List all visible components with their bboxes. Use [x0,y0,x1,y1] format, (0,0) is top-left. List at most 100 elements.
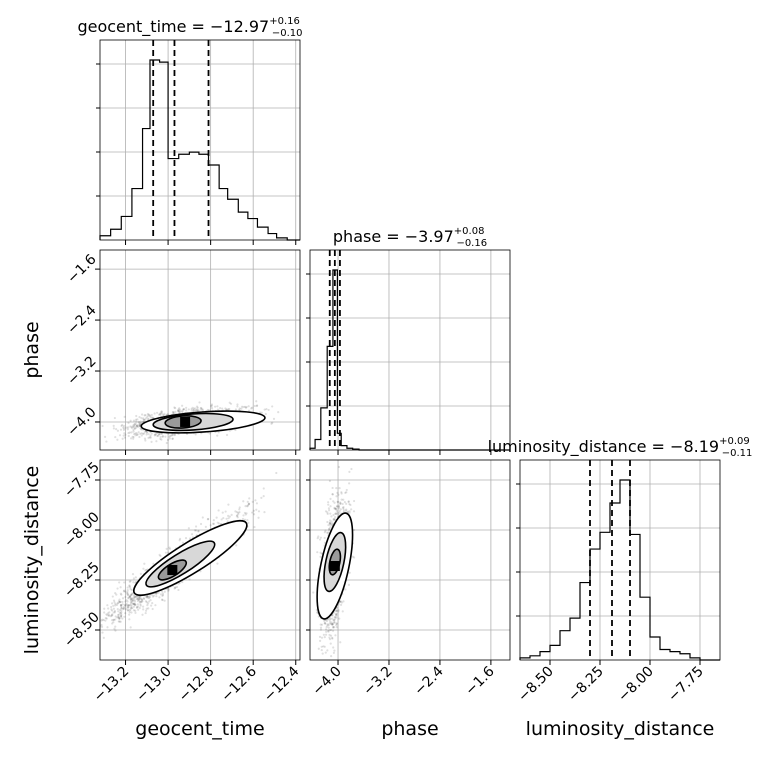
sample-point [105,440,108,443]
sample-point [246,505,249,508]
sample-point [194,433,197,436]
sample-point [352,510,356,513]
sample-point [160,410,163,413]
sample-point [325,628,328,631]
sample-point [320,636,324,639]
sample-point [123,427,126,430]
sample-point [332,513,335,517]
sample-point [334,512,337,515]
hist-panel-luminosity_distance [516,459,721,661]
sample-point [133,600,137,603]
sample-point [138,597,141,600]
sample-point [120,613,123,616]
histogram-line [519,479,720,661]
sample-point [333,517,336,521]
tick-label-x: −7.75 [665,664,707,706]
sample-point [110,602,114,605]
sample-point [144,569,147,572]
sample-point [339,502,342,506]
sample-point [119,616,123,619]
sample-point [187,408,190,411]
sample-point [152,594,156,597]
sample-point [148,596,152,599]
sample-point [337,610,340,613]
sample-point [126,586,129,589]
sample-point [136,425,139,429]
sample-point [128,618,131,621]
scatter-panel-geocent_time-luminosity_distance [56,459,301,664]
sample-point [56,662,58,664]
sample-point [247,405,250,408]
sample-point [347,583,351,586]
sample-point [224,407,227,410]
sample-point [200,406,203,410]
sample-point [128,580,131,583]
sample-point [120,605,123,608]
sample-point [216,521,219,524]
sample-point [129,586,132,589]
sample-point [162,413,165,416]
sample-point [332,500,335,503]
density-peak [180,416,191,427]
sample-point [178,539,181,542]
sample-point [155,592,158,595]
sample-point [116,613,120,617]
sample-point [128,613,131,616]
sample-point [332,626,335,629]
sample-point [130,602,133,605]
sample-point [126,609,130,612]
sample-point [150,440,153,443]
tick-label-x: −2.4 [411,663,446,698]
sample-point [197,409,200,412]
sample-point [348,511,351,514]
sample-point [217,522,221,525]
sample-point [148,414,152,417]
sample-point [325,619,328,623]
sample-point [146,430,149,434]
sample-point [147,432,150,436]
sample-point [328,522,331,525]
sample-point [188,578,191,581]
sample-point [238,511,241,514]
scatter-panel-phase-luminosity_distance [309,459,511,661]
sample-point [119,428,123,431]
sample-point [335,512,338,516]
sample-point [201,407,204,411]
sample-point [192,409,195,412]
sample-point [123,589,126,592]
sample-point [335,486,338,490]
sample-point [329,620,332,623]
sample-point [327,629,330,632]
sample-point [137,431,140,434]
sample-point [338,511,341,514]
sample-point [150,593,154,596]
sample-point [154,592,157,595]
sample-point [194,529,198,532]
sample-point [149,434,152,437]
sample-point [118,620,121,623]
sample-point [129,587,132,591]
title-plus: +0.16 [269,16,300,27]
sample-point [331,622,334,625]
sample-point [140,413,144,416]
sample-point [135,605,139,609]
sample-point [113,627,116,630]
sample-point [116,616,119,619]
sample-point [331,622,334,626]
sample-point [324,622,327,625]
sample-point [107,614,110,618]
sample-point [327,624,330,627]
sample-point [220,518,223,521]
sample-point [139,420,142,423]
sample-point [328,519,332,522]
sample-point [168,435,171,438]
sample-point [197,529,200,533]
sample-point [221,407,224,410]
sample-point [119,604,123,607]
sample-point [126,600,129,603]
sample-point [90,640,92,642]
sample-point [148,600,151,603]
sample-point [134,603,137,607]
sample-point [125,599,128,602]
sample-point [112,424,115,427]
